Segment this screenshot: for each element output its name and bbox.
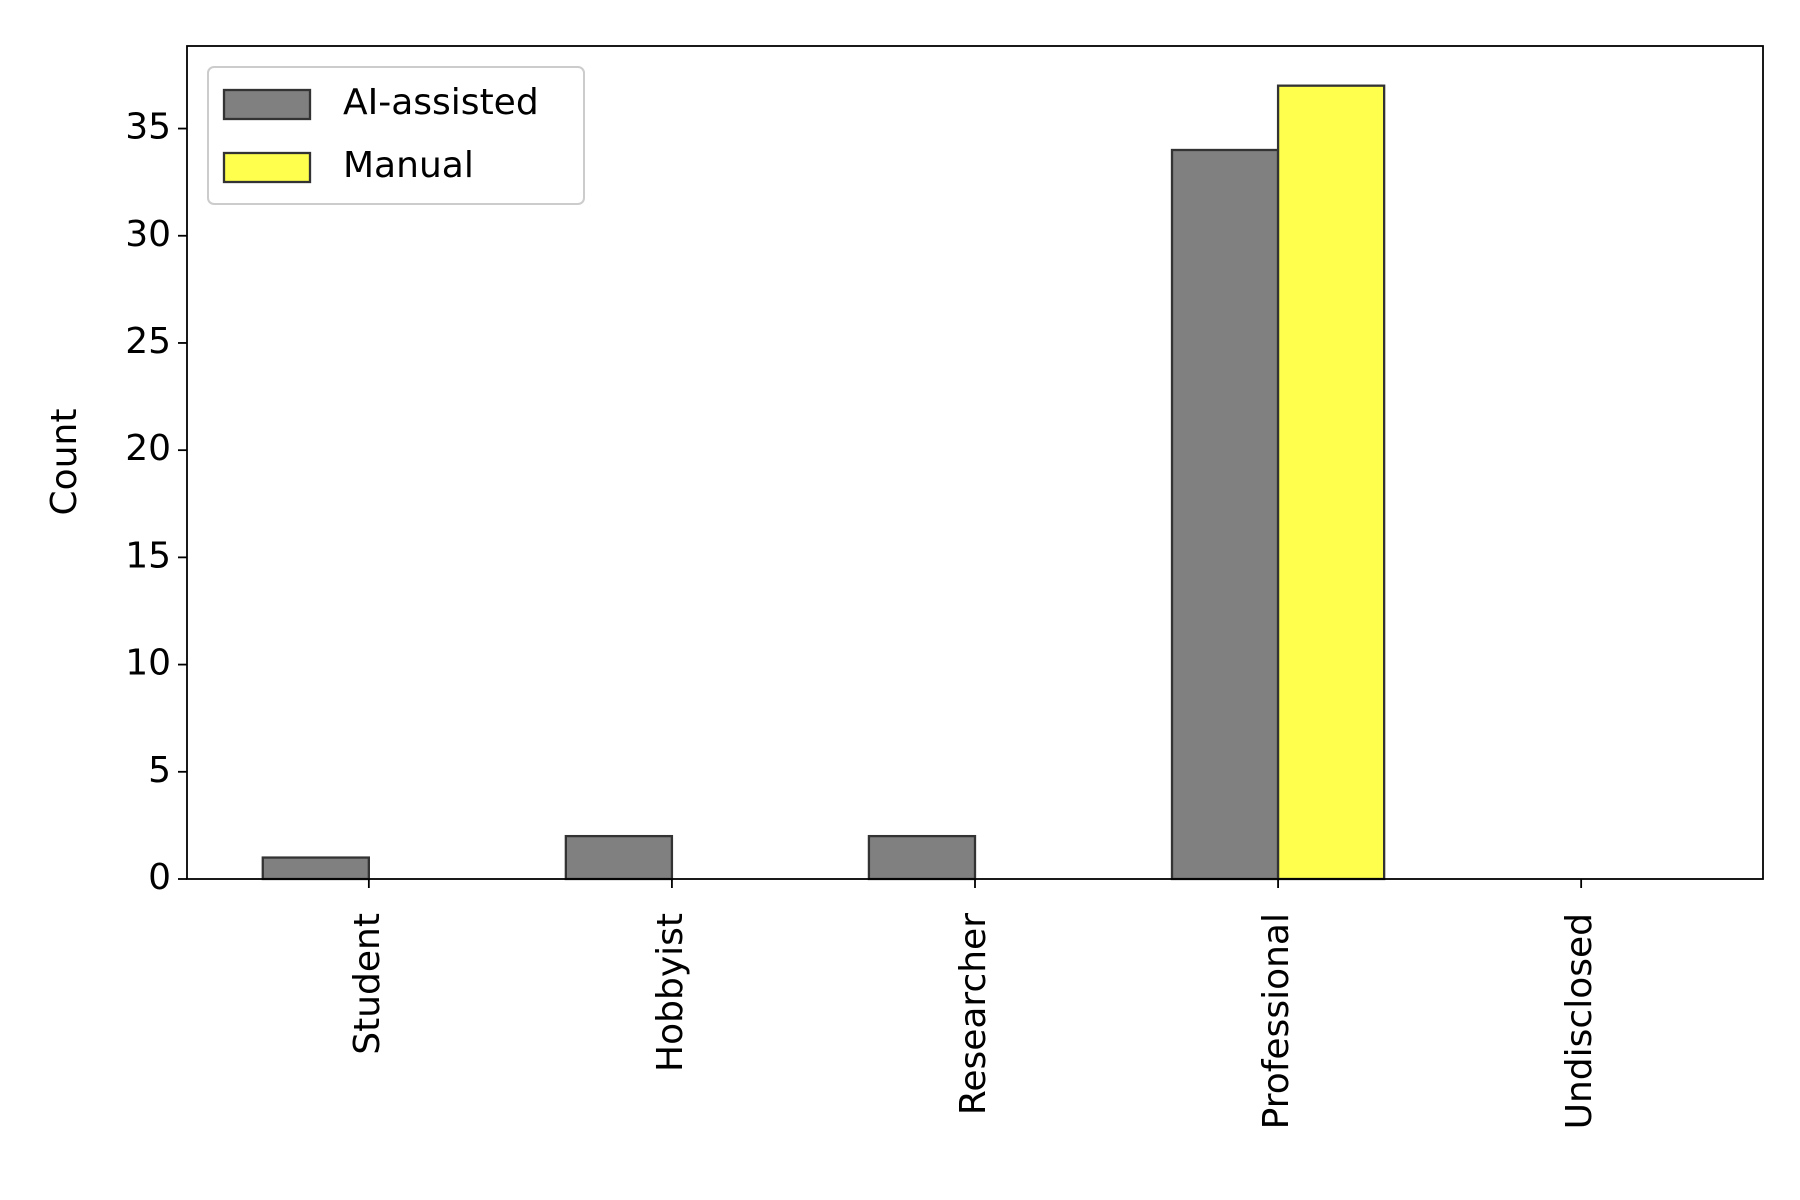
x-tick-label: Hobbyist — [650, 913, 691, 1072]
x-tick-label: Professional — [1256, 913, 1297, 1129]
bar — [261, 856, 370, 881]
bar — [867, 834, 977, 881]
y-tick-label: 20 — [125, 428, 171, 469]
legend-swatch — [222, 88, 312, 121]
bar — [564, 834, 674, 881]
legend: AI-assisted Manual — [207, 66, 585, 205]
y-tick-label: 25 — [125, 321, 171, 362]
y-tick-label: 35 — [125, 107, 171, 148]
legend-swatch — [222, 151, 312, 184]
y-axis-label: Count — [44, 409, 85, 516]
y-tick-label: 30 — [125, 214, 171, 255]
plot-frame — [186, 45, 1764, 880]
x-tick-label: Researcher — [953, 913, 994, 1115]
y-tick-label: 0 — [148, 857, 171, 898]
x-tick-label: Undisclosed — [1559, 913, 1600, 1129]
legend-label: AI-assisted — [343, 82, 539, 123]
y-tick-label: 10 — [125, 643, 171, 684]
bar — [1170, 148, 1280, 881]
x-tick-label: Student — [347, 913, 388, 1055]
y-tick-label: 15 — [125, 535, 171, 576]
legend-label: Manual — [343, 145, 474, 186]
bar — [1276, 84, 1386, 881]
y-tick-label: 5 — [148, 750, 171, 791]
